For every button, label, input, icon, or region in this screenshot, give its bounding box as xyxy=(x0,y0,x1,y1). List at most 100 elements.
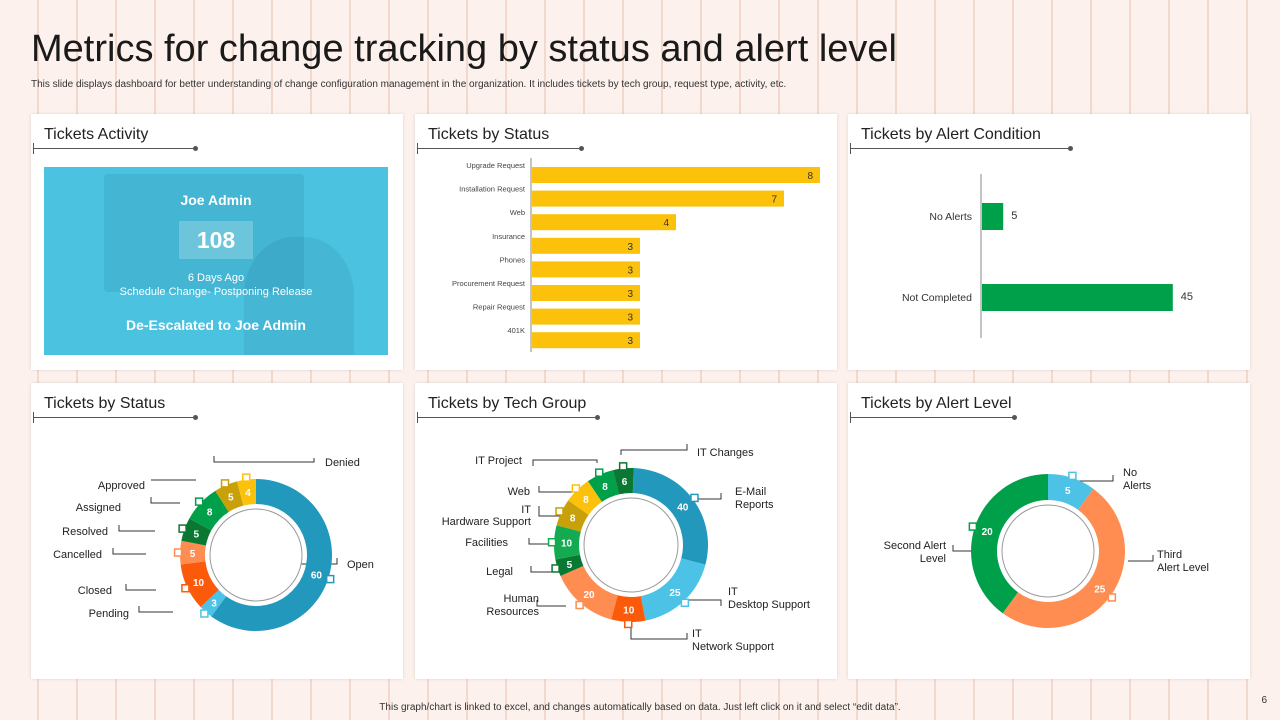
callout-denied: Denied xyxy=(325,457,360,469)
panel-title: Tickets by Status xyxy=(44,395,166,412)
tech-slice-it-changes xyxy=(613,468,634,495)
bar-insurance xyxy=(532,237,640,254)
alert-slice-third-alert-level xyxy=(1002,488,1125,628)
status-marker xyxy=(181,583,190,593)
tech-slice-legal xyxy=(555,554,584,576)
category-label-phones: Phones xyxy=(500,255,526,264)
hand-shape xyxy=(244,237,354,355)
tech-slice-human-resources xyxy=(560,565,618,620)
bar-installation-request xyxy=(532,190,784,207)
tech-value-label: 25 xyxy=(669,588,681,599)
alert-slice-no-alerts xyxy=(1048,474,1094,510)
category-label-procurement-request: Procurement Request xyxy=(452,279,526,288)
bar-upgrade-request xyxy=(532,167,820,183)
status-marker xyxy=(173,548,183,557)
status-marker xyxy=(241,473,251,482)
tech-group-donut-chart: E-Mail Reports IT Desktop Support IT Net… xyxy=(442,444,810,653)
status-slice-assigned xyxy=(189,490,229,531)
tech-marker xyxy=(680,598,690,608)
tech-value-label: 10 xyxy=(561,539,573,550)
tech-value-label: 8 xyxy=(583,495,589,506)
tech-slice-facilities xyxy=(554,525,581,560)
category-label-web: Web xyxy=(510,208,525,217)
tickets-by-alert-condition-panel: Tickets by Alert Condition No Alerts 5 Not… xyxy=(848,114,1250,370)
status-slice-denied xyxy=(237,479,256,506)
bar-value-label: 3 xyxy=(627,313,633,324)
status-donut-chart: Open Denied Approved Assigned Resolved C… xyxy=(53,456,374,631)
alert-value-label: 20 xyxy=(982,527,994,538)
bar-web xyxy=(532,214,676,231)
page-subtitle: This slide displays dashboard for better… xyxy=(31,79,787,90)
status-value-label: 4 xyxy=(245,488,251,499)
tech-slice-web xyxy=(568,481,602,515)
category-label-installation-request: Installation Request xyxy=(459,185,526,194)
tech-marker xyxy=(551,564,560,573)
callout-approved: Approved xyxy=(98,480,145,492)
category-label-upgrade-request: Upgrade Request xyxy=(466,161,526,170)
bar-value-label: 4 xyxy=(663,218,669,229)
alert-marker xyxy=(1107,593,1117,602)
status-slice-approved xyxy=(215,481,244,512)
status-value-label: 8 xyxy=(207,508,213,519)
callout-cancelled: Cancelled xyxy=(53,549,102,561)
tech-inner-ring xyxy=(583,497,679,593)
tech-slice-it-network-support xyxy=(611,595,646,622)
tickets-by-alert-level-panel: Tickets by Alert Level No Alerts Third A… xyxy=(848,383,1250,679)
status-value-label: 5 xyxy=(190,549,196,560)
status-value-label: 5 xyxy=(193,529,199,540)
title-underline xyxy=(850,412,1017,423)
bar-value-label: 3 xyxy=(627,336,633,347)
bar-value-label: 8 xyxy=(807,171,813,182)
tickets-activity-panel: Tickets Activity Joe Admin 108 6 Days Ag… xyxy=(31,114,403,370)
page-title: Metrics for change tracking by status an… xyxy=(31,28,897,70)
title-underline xyxy=(33,412,198,423)
bar-procurement-request xyxy=(532,285,640,301)
status-value-label: 3 xyxy=(211,599,217,610)
alert-value-label: 25 xyxy=(1094,585,1106,596)
tech-marker xyxy=(555,507,564,516)
activity-status: De-Escalated to Joe Admin xyxy=(126,317,306,333)
status-slice-cancelled xyxy=(180,540,206,565)
bar-repair-request xyxy=(532,308,640,325)
tech-value-label: 6 xyxy=(622,477,628,488)
tech-slice-it-project xyxy=(587,470,619,502)
title-underline xyxy=(33,143,198,154)
panel-title: Tickets by Alert Condition xyxy=(861,126,1041,143)
title-underline xyxy=(850,143,1073,154)
status-value-label: 10 xyxy=(193,578,205,589)
status-marker xyxy=(200,609,209,618)
bar-value-label: 5 xyxy=(1011,210,1017,222)
tech-value-label: 8 xyxy=(602,482,608,493)
tech-slice-it-hardware-support xyxy=(556,500,589,532)
tech-marker xyxy=(623,619,633,629)
activity-card[interactable]: Joe Admin 108 6 Days Ago Schedule Change… xyxy=(44,167,388,355)
status-slice-open xyxy=(211,479,332,631)
bar-phones xyxy=(532,261,640,278)
callout-web: Web xyxy=(508,486,530,498)
footer-note: This graph/chart is linked to excel, and… xyxy=(379,702,901,713)
callout-facilities: Facilities xyxy=(465,537,508,549)
callout-assigned: Assigned xyxy=(76,502,121,514)
alert-condition-bar-chart: No Alerts 5 Not Completed 45 xyxy=(902,174,1193,338)
bar-value-label: 3 xyxy=(627,242,633,253)
callout-desktop-2: Desktop Support xyxy=(728,599,810,611)
laptop-screen-shape xyxy=(104,174,304,292)
alert-marker xyxy=(1068,471,1077,481)
tech-marker xyxy=(575,600,584,610)
bar-401k xyxy=(532,332,640,349)
panel-title: Tickets by Tech Group xyxy=(428,395,587,412)
callout-project: IT Project xyxy=(475,455,522,467)
tech-marker xyxy=(594,468,604,477)
status-value-label: 60 xyxy=(311,571,323,582)
status-marker xyxy=(325,574,335,584)
callout-changes: IT Changes xyxy=(697,447,754,459)
callout-hardware-1: IT xyxy=(521,504,531,516)
alert-slice-second-alert-level xyxy=(971,474,1048,614)
category-label-not-completed: Not Completed xyxy=(902,292,972,304)
callout-network-2: Network Support xyxy=(692,641,774,653)
callout-second-2: Level xyxy=(920,553,946,565)
activity-count: 108 xyxy=(179,221,253,259)
bar-value-label: 3 xyxy=(627,265,633,276)
callout-email-1: E-Mail xyxy=(735,486,766,498)
tech-value-label: 10 xyxy=(623,605,635,616)
